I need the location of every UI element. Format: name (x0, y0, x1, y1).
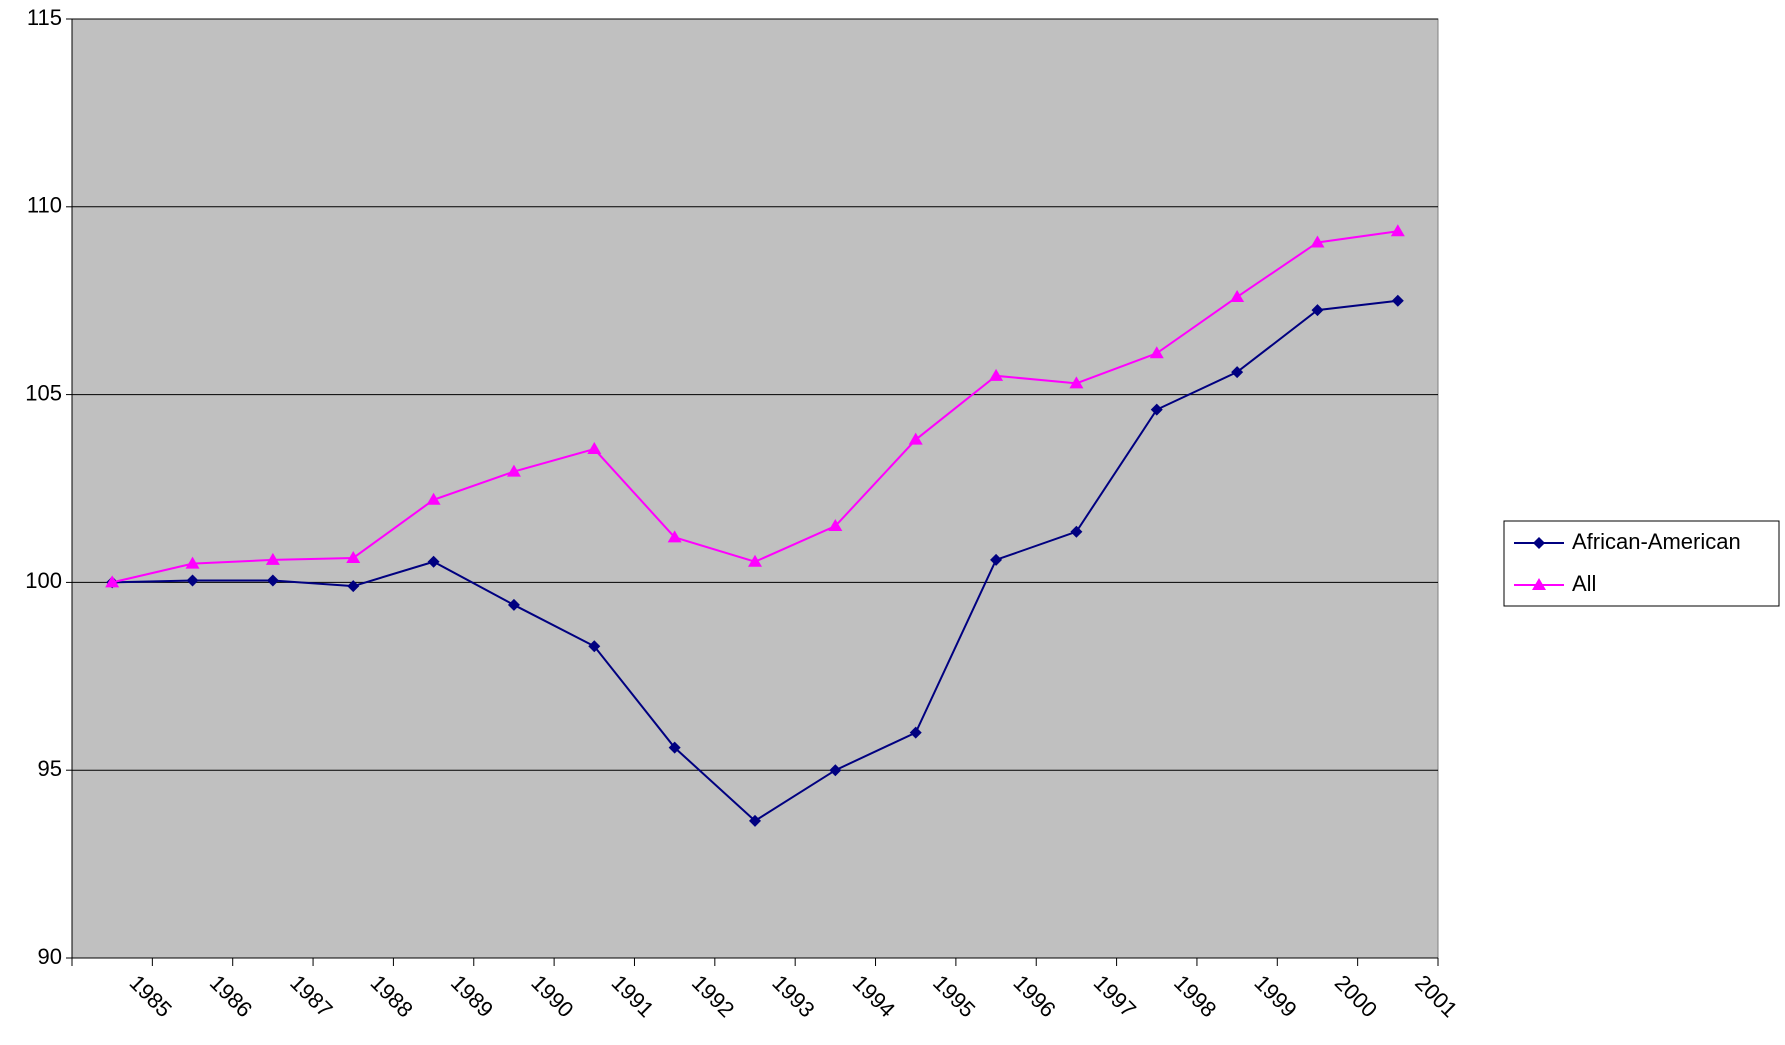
x-tick-label: 2000 (1330, 970, 1382, 1022)
marker (1391, 294, 1404, 307)
marker (1150, 403, 1163, 416)
marker (668, 741, 681, 754)
marker (989, 368, 1004, 381)
x-tick-label: 1990 (526, 970, 578, 1022)
y-tick-label: 110 (27, 193, 62, 218)
x-tick-label: 1987 (285, 970, 337, 1022)
marker (1069, 376, 1084, 389)
x-tick-label: 1985 (125, 970, 177, 1022)
marker (426, 492, 441, 505)
marker (990, 553, 1003, 566)
marker (1149, 346, 1164, 359)
marker (748, 554, 762, 567)
y-tick-label: 105 (25, 380, 62, 405)
marker (105, 575, 120, 588)
marker (186, 574, 199, 587)
marker (1070, 525, 1083, 538)
marker (588, 640, 601, 653)
x-tick-label: 1996 (1008, 970, 1060, 1022)
legend-label: African-American (1572, 529, 1741, 554)
legend-marker (1532, 578, 1546, 590)
plot-area (71, 18, 1439, 959)
x-tick-label: 1992 (687, 970, 739, 1022)
x-tick-label: 1991 (607, 970, 659, 1022)
marker (667, 530, 682, 543)
marker (347, 580, 360, 593)
marker (507, 598, 520, 611)
marker (346, 550, 361, 563)
marker (908, 432, 923, 445)
x-tick-label: 1995 (928, 970, 980, 1022)
legend-label: All (1572, 571, 1596, 596)
marker (1390, 224, 1405, 237)
y-tick-label: 90 (38, 944, 62, 969)
y-tick-label: 115 (27, 5, 62, 30)
marker (749, 814, 761, 827)
x-tick-label: 1989 (446, 970, 498, 1022)
x-tick-label: 2001 (1410, 970, 1462, 1022)
marker (185, 556, 200, 569)
x-tick-label: 1998 (1169, 970, 1221, 1022)
marker (266, 574, 279, 587)
marker (829, 764, 842, 777)
x-tick-label: 1988 (366, 970, 418, 1022)
x-tick-label: 1994 (848, 970, 900, 1022)
marker (506, 464, 521, 477)
marker (587, 442, 602, 455)
marker (1311, 304, 1324, 317)
marker (828, 519, 843, 532)
legend-box (1503, 520, 1780, 607)
marker (909, 726, 922, 739)
marker (1310, 235, 1325, 248)
x-tick-label: 1997 (1089, 970, 1141, 1022)
y-tick-label: 100 (25, 568, 62, 593)
marker (1231, 366, 1244, 379)
y-tick-label: 95 (38, 756, 62, 781)
marker (1230, 289, 1245, 302)
marker (427, 555, 440, 568)
x-tick-label: 1999 (1249, 970, 1301, 1022)
x-tick-label: 1986 (205, 970, 257, 1022)
marker (265, 552, 280, 565)
legend-marker (1533, 537, 1545, 549)
x-tick-label: 1993 (767, 970, 819, 1022)
